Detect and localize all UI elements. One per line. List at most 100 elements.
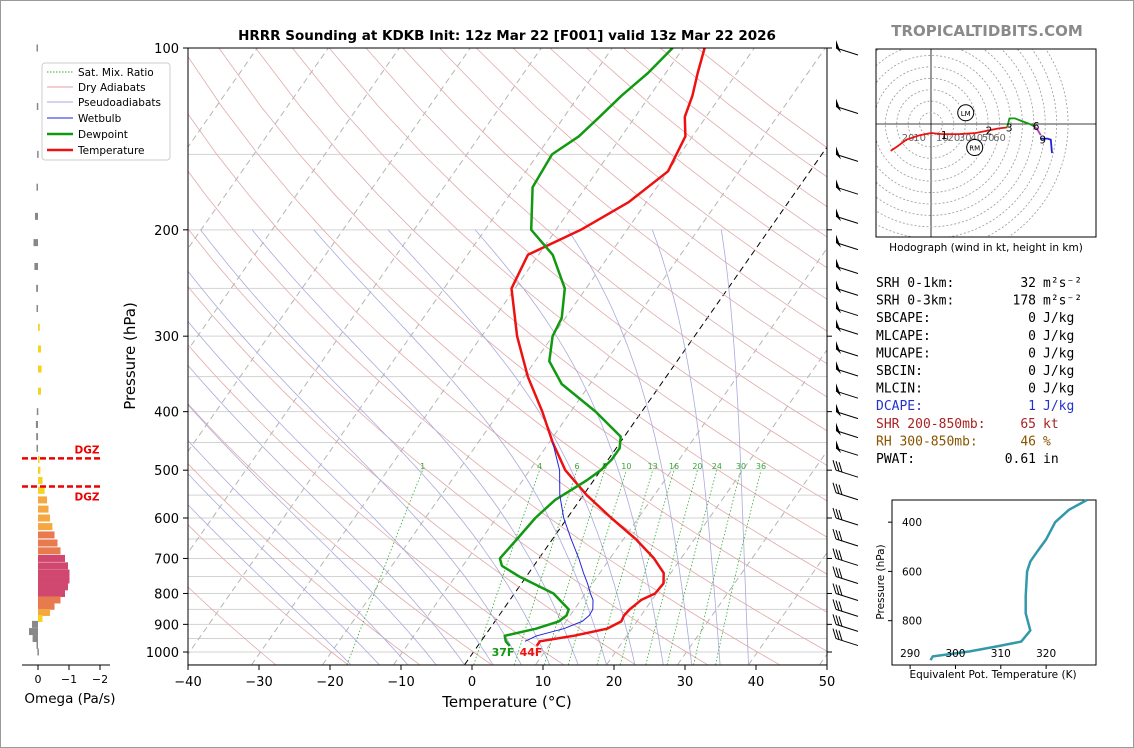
stat-unit: % xyxy=(1043,434,1051,449)
dry-adiabat xyxy=(218,48,827,575)
wind-barb-pennant xyxy=(836,234,841,248)
stat-label: MUCAPE: xyxy=(876,346,931,361)
legend-box xyxy=(41,62,171,161)
theta-e-profile xyxy=(929,498,1088,661)
dry-adiabat xyxy=(402,48,827,398)
wind-barb-feather xyxy=(838,509,843,521)
wind-barb xyxy=(832,599,859,617)
hodograph-ring-label: 10 xyxy=(936,133,949,144)
wind-barb xyxy=(835,40,859,56)
profile-dewpoint xyxy=(498,48,674,647)
wind-barb xyxy=(832,482,859,501)
wind-barb-feather xyxy=(832,528,837,540)
legend-label-mixing-ratio: Sat. Mix. Ratio xyxy=(78,67,154,79)
dry-adiabat xyxy=(292,48,827,502)
wind-barb-staff xyxy=(835,638,859,647)
wind-barb-staff xyxy=(835,430,859,439)
wind-barb-pennant xyxy=(836,319,841,333)
stat-label: SHR 200-850mb: xyxy=(876,417,986,432)
surface-dewpoint-label: 37F xyxy=(492,646,515,659)
wind-barb xyxy=(835,234,859,251)
dry-adiabat xyxy=(188,286,637,665)
mixing-ratio-label: 10 xyxy=(621,462,631,471)
wind-barb-pennant xyxy=(836,422,841,436)
hodograph-trace-9-12km xyxy=(1040,137,1053,154)
wind-barb-feather xyxy=(832,599,837,610)
legend-label-dry-adiabats: Dry Adiabats xyxy=(78,82,146,94)
theta-e-x-tick-label: 300 xyxy=(945,648,965,660)
omega-bar xyxy=(38,523,53,531)
stat-value: 178 xyxy=(1013,294,1036,309)
mixing-ratio-label: 1 xyxy=(420,462,425,471)
hodograph-trace-6-9km xyxy=(1033,125,1042,136)
wind-barb-feather xyxy=(832,460,837,471)
skewt-panel: 1 4 6 8 10 13 16 20 24 30 36 100200300400500600700… xyxy=(121,40,859,711)
wind-barb-pennant xyxy=(836,98,841,112)
hodograph-ring xyxy=(876,66,989,182)
mixing-ratio-line xyxy=(619,470,675,665)
dry-adiabat xyxy=(255,48,827,538)
x-tick-label: −10 xyxy=(387,675,414,690)
wind-barb xyxy=(832,628,859,647)
wind-barb xyxy=(835,179,859,195)
hodograph-frame xyxy=(875,48,1097,238)
mixing-ratio-line xyxy=(514,470,578,665)
dry-adiabat xyxy=(188,524,349,665)
omega-bar xyxy=(37,150,39,158)
mixing-ratio-label: 30 xyxy=(736,462,746,471)
wind-barb-feather xyxy=(838,630,843,641)
omega-bar xyxy=(36,433,38,441)
wind-barb xyxy=(835,361,859,377)
wind-barb xyxy=(835,280,859,296)
omega-bar xyxy=(38,602,55,610)
isotherm xyxy=(251,48,684,665)
mixing-ratio-label: 16 xyxy=(669,462,679,471)
omega-bar xyxy=(37,648,39,656)
stat-unit: in xyxy=(1043,452,1059,467)
x-tick-label: 20 xyxy=(606,675,623,690)
pseudoadiabat xyxy=(188,364,465,665)
profile-wetbulb xyxy=(524,442,594,642)
y-tick-label: 700 xyxy=(154,552,179,567)
isotherm xyxy=(393,48,826,665)
dgz-label: DGZ xyxy=(75,444,100,456)
hodograph-height-label: 1 xyxy=(941,130,948,142)
stat-label: MLCIN: xyxy=(876,382,923,397)
x-tick-label: 40 xyxy=(748,675,765,690)
pseudoadiabat xyxy=(313,229,607,665)
storm-motion-marker xyxy=(957,104,975,122)
mixing-ratio-label: 13 xyxy=(648,462,658,471)
wind-barb-feather xyxy=(832,628,837,639)
omega-panel: DGZ DGZ 0 −1 −2 Omega (Pa/s) xyxy=(22,44,116,707)
stat-value: 0 xyxy=(1028,382,1036,397)
wind-barb-staff xyxy=(835,186,859,195)
stat-label: RH 300-850mb: xyxy=(876,434,978,449)
wind-barb xyxy=(835,422,859,439)
theta-e-y-label: Pressure (hPa) xyxy=(875,544,887,619)
mixing-ratio-line xyxy=(666,470,718,665)
wind-barb-pennant xyxy=(836,40,841,53)
wind-barb-feather xyxy=(832,583,837,594)
mixing-ratio-label: 4 xyxy=(537,462,542,471)
wind-barb-staff xyxy=(835,592,859,601)
wind-barb-pennant xyxy=(836,403,841,417)
stat-value: 1 xyxy=(1028,399,1036,414)
omega-bar xyxy=(38,576,70,584)
hodograph-ring xyxy=(1007,49,1069,237)
omega-x-label: Omega (Pa/s) xyxy=(24,691,115,707)
omega-bar xyxy=(33,239,38,247)
wind-barb-feather xyxy=(838,484,843,495)
skewt-y-label: Pressure (hPa) xyxy=(121,302,139,410)
omega-bar xyxy=(38,365,42,373)
wind-barb-pennant xyxy=(836,208,841,222)
wind-barb-pennant xyxy=(836,383,841,397)
dry-adiabat xyxy=(512,48,827,300)
omega-bar xyxy=(29,628,38,636)
wind-barb-pennant xyxy=(836,146,841,160)
pseudoadiabat xyxy=(188,504,352,665)
stat-unit: kt xyxy=(1043,417,1059,432)
mixing-ratio-line xyxy=(715,470,762,665)
mixing-ratio-line xyxy=(346,470,423,665)
hodograph-ring xyxy=(884,77,978,171)
